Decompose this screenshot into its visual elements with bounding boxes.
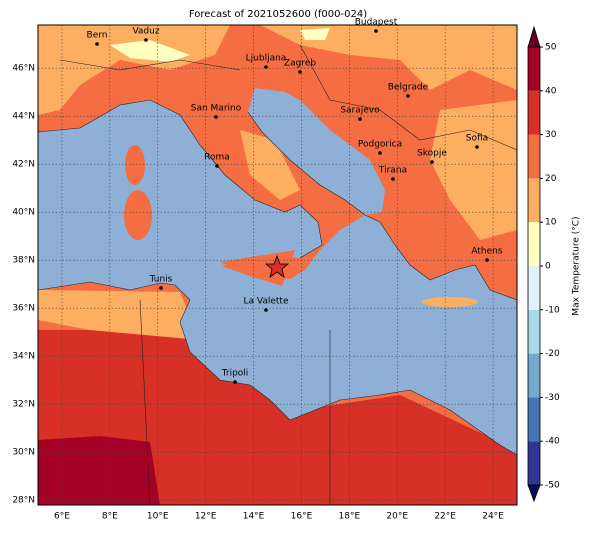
lat-label: 40°N bbox=[12, 208, 35, 218]
lon-label: 8°E bbox=[102, 512, 118, 522]
city-dot bbox=[233, 380, 237, 384]
city-dot bbox=[430, 160, 434, 164]
lat-label: 28°N bbox=[12, 496, 35, 506]
city-label: Athens bbox=[471, 247, 502, 257]
city-label: Skopje bbox=[417, 149, 447, 159]
lon-label: 12°E bbox=[195, 512, 217, 522]
colorbar-extend-over bbox=[527, 25, 541, 48]
colorbar-segment bbox=[528, 47, 540, 91]
colorbar-segment bbox=[528, 90, 540, 135]
colorbar-label: Max Temperature (°C) bbox=[572, 216, 582, 315]
city-label: Zagreb bbox=[284, 59, 316, 69]
lon-label: 18°E bbox=[339, 512, 361, 522]
city-dot bbox=[298, 70, 302, 74]
lon-label: 20°E bbox=[386, 512, 408, 522]
city-dot bbox=[378, 151, 382, 155]
colorbar-tick-label: 50 bbox=[545, 43, 557, 53]
lat-label: 46°N bbox=[12, 64, 35, 74]
city-label: Sarajevo bbox=[340, 106, 380, 116]
lon-label: 10°E bbox=[147, 512, 169, 522]
map-frame bbox=[37, 24, 518, 506]
colorbar-tick-label: -30 bbox=[545, 393, 560, 403]
city-dot bbox=[374, 29, 378, 33]
city-label: Vaduz bbox=[132, 27, 159, 37]
city-label: Sofia bbox=[466, 134, 488, 144]
colorbar-tick-label: -40 bbox=[545, 437, 560, 447]
lat-label: 32°N bbox=[12, 400, 35, 410]
lat-label: 38°N bbox=[12, 256, 35, 266]
colorbar-tick-label: 0 bbox=[545, 262, 551, 272]
title: Forecast of 2021052600 (f000-024) bbox=[189, 9, 367, 20]
lon-label: 24°E bbox=[482, 512, 504, 522]
colorbar-segment bbox=[528, 353, 540, 398]
city-label: Podgorica bbox=[358, 140, 402, 150]
colorbar-segment bbox=[528, 178, 540, 223]
colorbar-tick-label: -20 bbox=[545, 349, 560, 359]
colorbar-tick-label: 40 bbox=[545, 86, 557, 96]
star-marker bbox=[264, 254, 290, 278]
colorbar: -50 -40 -30 -20 -10 0 10 20 30 40 50 bbox=[527, 25, 560, 503]
city-dot bbox=[264, 65, 268, 69]
city-dot bbox=[391, 177, 395, 181]
city-dot bbox=[159, 286, 163, 290]
city-label: Tirana bbox=[378, 166, 407, 176]
colorbar-tick-label: -10 bbox=[545, 305, 560, 315]
city-dot bbox=[406, 94, 410, 98]
lon-label: 16°E bbox=[291, 512, 313, 522]
lon-label: 6°E bbox=[54, 512, 70, 522]
city-label: Tripoli bbox=[221, 369, 249, 379]
lat-label: 42°N bbox=[12, 160, 35, 170]
city-label: Tunis bbox=[149, 275, 173, 285]
lat-label: 30°N bbox=[12, 448, 35, 458]
city-dot bbox=[144, 38, 148, 42]
lon-label: 22°E bbox=[434, 512, 456, 522]
colorbar-tick-label: 10 bbox=[545, 218, 557, 228]
city-label: Roma bbox=[204, 153, 230, 163]
lat-label: 44°N bbox=[12, 112, 35, 122]
lon-label: 14°E bbox=[243, 512, 265, 522]
colorbar-segment bbox=[528, 397, 540, 442]
colorbar-segment bbox=[528, 222, 540, 266]
colorbar-tick-label: -50 bbox=[545, 481, 560, 491]
city-label: Budapest bbox=[355, 18, 398, 28]
city-dot bbox=[264, 308, 268, 312]
colorbar-segment bbox=[528, 309, 540, 354]
grid: 6°E 8°E 10°E 12°E 14°E 16°E 18°E 20°E 22°E 24°E 28… bbox=[12, 25, 517, 522]
colorbar-segment bbox=[528, 266, 540, 310]
city-dot bbox=[95, 42, 99, 46]
city-dot bbox=[214, 115, 218, 119]
city-label: La Valette bbox=[244, 297, 289, 307]
colorbar-tick-label: 30 bbox=[545, 130, 557, 140]
city-dot bbox=[358, 117, 362, 121]
city-label: Bern bbox=[87, 31, 108, 41]
colorbar-segment bbox=[528, 134, 540, 179]
colorbar-segment bbox=[528, 441, 540, 485]
lat-label: 36°N bbox=[12, 304, 35, 314]
city-label: Belgrade bbox=[388, 83, 429, 93]
colorbar-extend-under bbox=[527, 484, 541, 503]
city-dot bbox=[475, 145, 479, 149]
city-dot bbox=[215, 164, 219, 168]
city-label: San Marino bbox=[191, 104, 242, 114]
city-label: Ljubljana bbox=[246, 54, 287, 64]
city-dot bbox=[485, 258, 489, 262]
lat-label: 34°N bbox=[12, 352, 35, 362]
colorbar-tick-label: 20 bbox=[545, 174, 557, 184]
